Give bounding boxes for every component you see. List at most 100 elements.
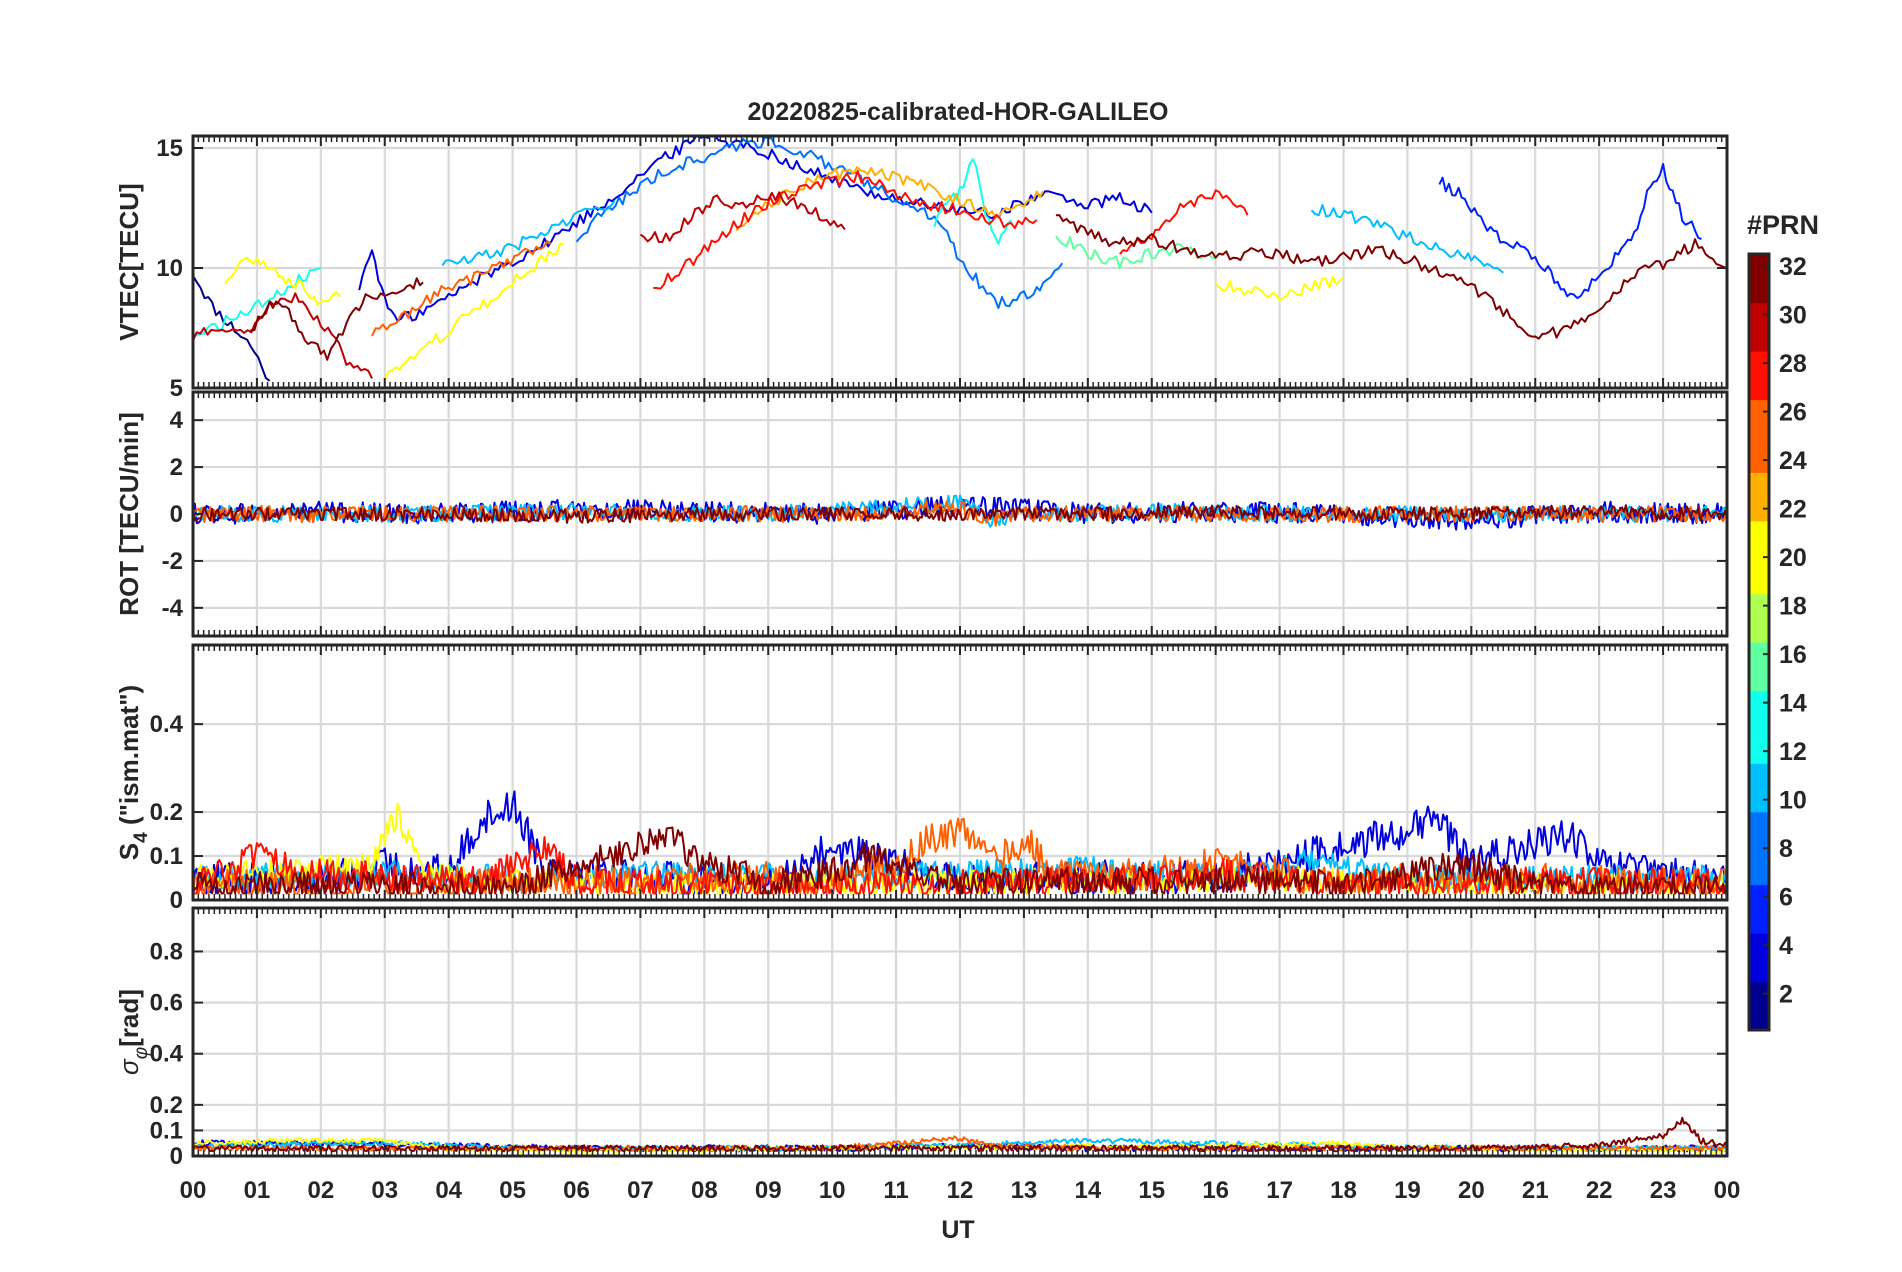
colorbar-segment: [1749, 763, 1769, 789]
y-tick-label: 0.2: [150, 1092, 183, 1119]
colorbar-segment: [1749, 617, 1769, 643]
y-tick-label: 0: [170, 1143, 183, 1170]
series-line-prn-31: [193, 826, 1727, 895]
y-label-main: S: [114, 843, 144, 860]
y-tick-label: 0.4: [150, 711, 184, 738]
chart-title: 20220825-calibrated-HOR-GALILEO: [748, 98, 1169, 126]
colorbar-segment: [1749, 642, 1769, 667]
colorbar-segment: [1749, 690, 1769, 716]
x-tick-label: 23: [1650, 1177, 1677, 1204]
y-tick-label: 0.2: [150, 799, 183, 826]
colorbar-segment: [1749, 981, 1769, 1007]
y-axis-label: ROT [TECU/min]: [114, 412, 144, 616]
plot-frame: [191, 134, 1729, 390]
x-tick-label: 09: [755, 1177, 782, 1204]
x-tick-label: 08: [691, 1177, 718, 1204]
plot-frame: [191, 906, 1729, 1158]
colorbar-tick-label: 14: [1779, 690, 1807, 718]
colorbar-segment: [1749, 860, 1769, 886]
y-tick-label: 2: [170, 454, 183, 481]
colorbar-segment: [1749, 472, 1769, 498]
colorbar-segment: [1749, 836, 1769, 861]
colorbar-tick-label: 22: [1779, 496, 1807, 524]
colorbar-segment: [1749, 593, 1769, 619]
colorbar-segment: [1749, 423, 1769, 449]
colorbar-segment: [1749, 496, 1769, 522]
series-line-prn-30: [639, 191, 846, 243]
colorbar-segment: [1749, 957, 1769, 983]
panel-sigma: 00.10.2 0.4 0.6 0.8 σφ[rad]: [114, 906, 1729, 1170]
colorbar-tick-label: 24: [1779, 447, 1807, 475]
series-line-prn-4: [358, 136, 1153, 322]
colorbar-tick-label: 32: [1779, 253, 1807, 281]
y-label-tail: ("ism.mat"): [114, 685, 144, 832]
x-axis-label: UT: [941, 1216, 974, 1244]
x-tick-label: 21: [1522, 1177, 1549, 1204]
series-line-prn-32: [250, 277, 424, 361]
x-tick-label: 15: [1138, 1177, 1165, 1204]
series-group: [193, 494, 1727, 531]
y-tick-label: -2: [162, 548, 183, 575]
y-label-tail: [rad]: [114, 989, 144, 1047]
x-tick-label: 20: [1458, 1177, 1485, 1204]
x-tick-label: 16: [1202, 1177, 1229, 1204]
x-tick-label: 00: [1714, 1177, 1741, 1204]
panel-s4: 00.10.20.4S4 ("ism.mat"): [114, 643, 1729, 914]
y-tick-label: 5: [170, 375, 183, 402]
x-tick-label: 03: [371, 1177, 398, 1204]
colorbar-tick-label: 20: [1779, 544, 1807, 572]
y-tick-label: 15: [156, 135, 183, 162]
colorbar-tick-label: 16: [1779, 641, 1807, 669]
y-tick-label: 0.6: [150, 990, 183, 1017]
x-tick-label: 14: [1074, 1177, 1101, 1204]
x-tick-label: 06: [563, 1177, 590, 1204]
x-tick-label: 11: [883, 1177, 908, 1204]
colorbar-tick-label: 8: [1779, 835, 1793, 863]
series-line-prn-27: [653, 169, 1038, 290]
colorbar-segment: [1749, 302, 1769, 328]
plot-frame: [191, 390, 1729, 638]
y-axis-label: S4 ("ism.mat"): [114, 685, 152, 860]
colorbar-segment: [1749, 278, 1769, 304]
x-tick-label: 17: [1266, 1177, 1293, 1204]
colorbar-segment: [1749, 326, 1769, 352]
x-tick-label: 00: [180, 1177, 207, 1204]
series-line-prn-31: [1055, 214, 1727, 340]
y-tick-label: 0.4: [150, 1041, 184, 1068]
colorbar-segment: [1749, 351, 1769, 376]
series-group: [193, 790, 1727, 895]
colorbar-segment: [1749, 399, 1769, 425]
y-tick-label: 4: [170, 407, 184, 434]
x-tick-label: 18: [1330, 1177, 1357, 1204]
series-line-prn-12: [193, 267, 322, 339]
colorbar-segment: [1749, 714, 1769, 740]
colorbar-frame: [1747, 252, 1771, 1032]
x-tick-label: 12: [947, 1177, 974, 1204]
colorbar-tick-label: 28: [1779, 350, 1807, 378]
plot-frame: [191, 643, 1729, 902]
series-line-prn-20: [1214, 275, 1345, 302]
colorbar-segment: [1749, 739, 1769, 764]
colorbar-segment: [1749, 545, 1769, 570]
series-line-prn-5: [1438, 163, 1702, 300]
series-line-prn-29: [193, 292, 373, 379]
colorbar-segment: [1749, 520, 1769, 546]
y-tick-label: -4: [162, 595, 184, 622]
x-tick-label: 07: [627, 1177, 654, 1204]
colorbar-segment: [1749, 787, 1769, 813]
panel-vtec: 5 10 15 VTEC[TECU]: [114, 134, 1729, 402]
colorbar-tick-label: 6: [1779, 884, 1793, 912]
series-line-prn-20: [383, 242, 564, 381]
colorbar-segment: [1749, 254, 1769, 279]
y-axis-label: σφ[rad]: [114, 989, 152, 1075]
series-line-prn-26: [371, 240, 552, 337]
y-tick-label: 0: [170, 501, 183, 528]
colorbar-segment: [1749, 448, 1769, 473]
y-label-sub: 4: [131, 832, 152, 843]
x-tick-label: 22: [1586, 1177, 1613, 1204]
colorbar-tick-label: 2: [1779, 981, 1793, 1009]
colorbar-tick-label: 10: [1779, 787, 1807, 815]
x-tick-label: 04: [435, 1177, 462, 1204]
colorbar-tick-label: 18: [1779, 593, 1807, 621]
